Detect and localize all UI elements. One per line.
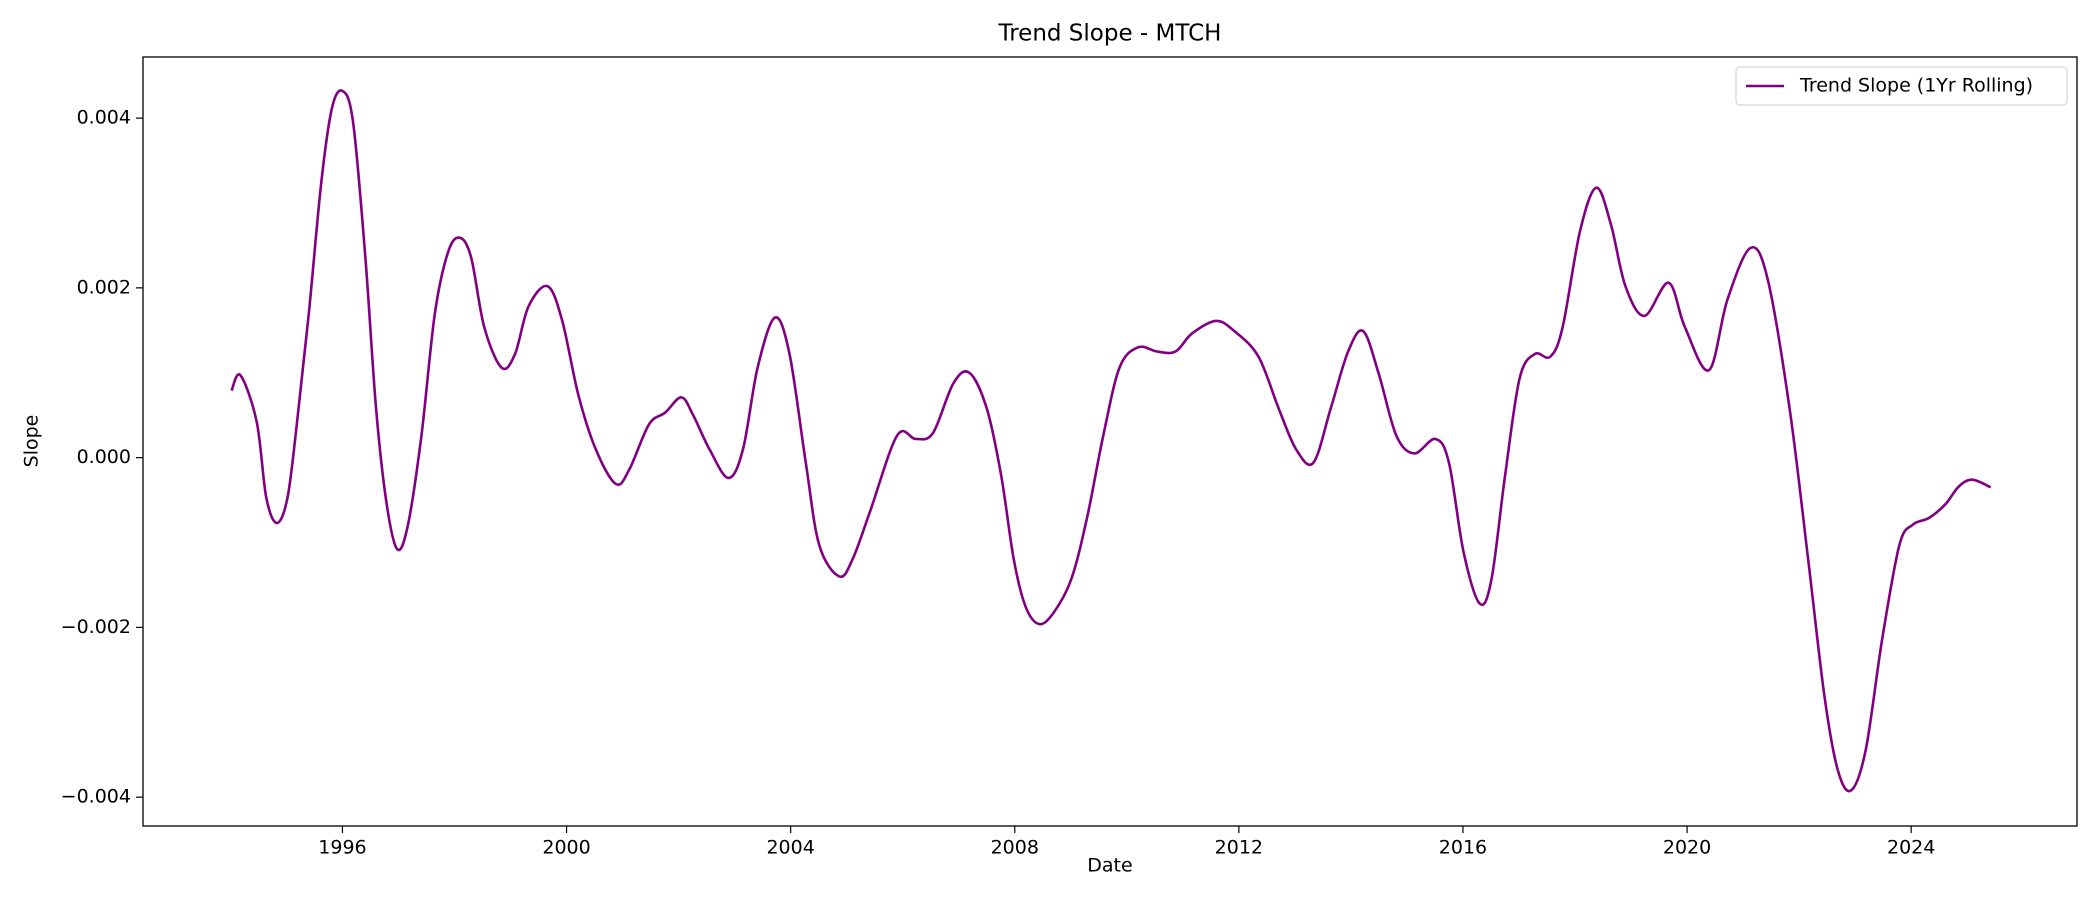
y-tick-label: −0.004 <box>61 786 131 808</box>
x-tick-label: 2012 <box>1215 837 1263 859</box>
chart-title: Trend Slope - MTCH <box>998 21 1222 47</box>
x-tick-label: 2024 <box>1887 837 1935 859</box>
x-tick-label: 2020 <box>1663 837 1711 859</box>
legend-box <box>1735 66 2068 106</box>
x-tick-label: 2000 <box>542 837 590 859</box>
y-tick-label: −0.002 <box>61 616 131 638</box>
x-tick-label: 2016 <box>1439 837 1487 859</box>
x-tick-label: 2008 <box>991 837 1039 859</box>
y-tick-label: 0.000 <box>77 446 131 468</box>
y-tick-label: 0.004 <box>77 107 131 129</box>
x-axis-label: Date <box>1087 855 1132 877</box>
y-axis-label: Slope <box>21 415 43 468</box>
plot-frame <box>142 56 2078 827</box>
x-tick-label: 2004 <box>766 837 814 859</box>
x-tick-label: 1996 <box>318 837 366 859</box>
series-line <box>230 89 1992 793</box>
legend-label: Trend Slope (1Yr Rolling) <box>1799 75 2033 97</box>
y-tick-label: 0.002 <box>77 276 131 298</box>
